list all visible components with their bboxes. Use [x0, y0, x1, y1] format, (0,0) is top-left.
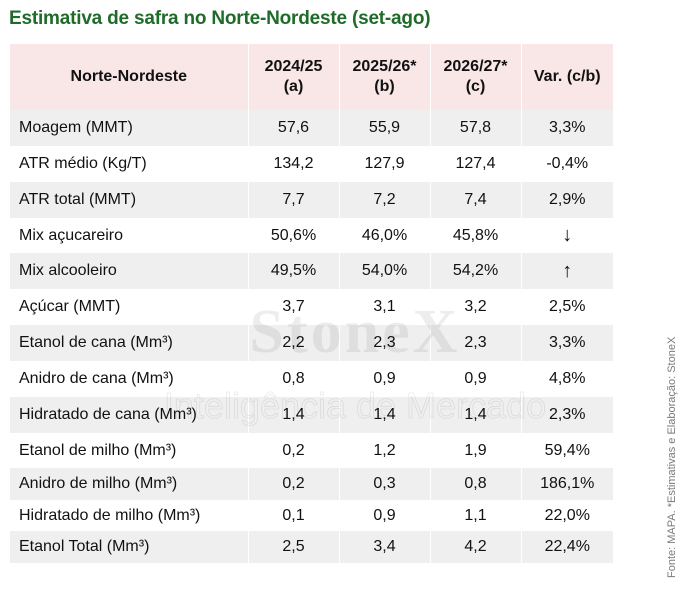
value-variation: 22,0%	[520, 500, 613, 531]
row-label: Hidratado de cana (Mm³)	[10, 397, 248, 433]
value-2026-27: 3,2	[429, 289, 521, 325]
value-2026-27: 1,1	[429, 500, 521, 531]
header-2025-26-code: (b)	[374, 78, 395, 95]
value-2025-26: 127,9	[338, 146, 430, 182]
header-region: Norte-Nordeste	[10, 44, 248, 110]
value-2024-25: 50,6%	[247, 218, 339, 253]
header-row: Norte-Nordeste 2024/25 (a) 2025/26* (b) …	[10, 44, 613, 110]
header-2026-27-code: (c)	[465, 78, 486, 95]
row-label: Etanol de cana (Mm³)	[10, 325, 248, 361]
header-2026-27: 2026/27* (c)	[429, 44, 521, 110]
value-variation: 2,5%	[520, 289, 613, 325]
value-2024-25: 0,2	[247, 468, 339, 500]
table-row: ATR médio (Kg/T) 134,2 127,9 127,4 -0,4%	[10, 146, 613, 182]
table-row: Etanol de cana (Mm³) 2,2 2,3 2,3 3,3%	[10, 325, 613, 361]
arrow-down-icon: ↓	[520, 218, 613, 253]
value-2025-26: 0,9	[338, 361, 430, 397]
table-row: Moagem (MMT) 57,6 55,9 57,8 3,3%	[10, 110, 613, 146]
row-label: Moagem (MMT)	[10, 110, 248, 146]
value-2024-25: 49,5%	[247, 253, 339, 289]
header-2026-27-label: 2026/27*	[443, 58, 508, 75]
table-row: Hidratado de milho (Mm³) 0,1 0,9 1,1 22,0%	[10, 500, 613, 531]
source-note: Fonte: MAPA. *Estimativas e Elaboração: …	[666, 336, 678, 578]
value-2026-27: 57,8	[429, 110, 521, 146]
value-2025-26: 0,9	[338, 500, 430, 531]
value-2026-27: 0,9	[429, 361, 521, 397]
header-variation: Var. (c/b)	[520, 44, 613, 110]
value-2024-25: 2,5	[247, 531, 339, 563]
value-2024-25: 3,7	[247, 289, 339, 325]
row-label: Mix açucareiro	[10, 218, 248, 253]
header-variation-label: Var. (c/b)	[533, 68, 601, 85]
header-region-label: Norte-Nordeste	[70, 68, 187, 85]
value-2024-25: 0,2	[247, 433, 339, 468]
table-row: Mix alcooleiro 49,5% 54,0% 54,2% ↑	[10, 253, 613, 289]
value-2026-27: 127,4	[429, 146, 521, 182]
value-variation: 3,3%	[520, 325, 613, 361]
value-2024-25: 1,4	[247, 397, 339, 433]
row-label: Etanol Total (Mm³)	[10, 531, 248, 563]
harvest-estimate-table: Norte-Nordeste 2024/25 (a) 2025/26* (b) …	[10, 44, 613, 563]
header-2024-25-label: 2024/25	[264, 58, 323, 75]
row-label: ATR médio (Kg/T)	[10, 146, 248, 182]
value-2026-27: 1,9	[429, 433, 521, 468]
value-2024-25: 0,1	[247, 500, 339, 531]
row-label: Mix alcooleiro	[10, 253, 248, 289]
table-row: Etanol de milho (Mm³) 0,2 1,2 1,9 59,4%	[10, 433, 613, 468]
value-2024-25: 57,6	[247, 110, 339, 146]
table-row: Açúcar (MMT) 3,7 3,1 3,2 2,5%	[10, 289, 613, 325]
header-2025-26: 2025/26* (b)	[338, 44, 430, 110]
value-2025-26: 54,0%	[338, 253, 430, 289]
row-label: Hidratado de milho (Mm³)	[10, 500, 248, 531]
value-2025-26: 1,4	[338, 397, 430, 433]
value-variation: 2,9%	[520, 182, 613, 218]
value-2026-27: 0,8	[429, 468, 521, 500]
value-2025-26: 2,3	[338, 325, 430, 361]
value-2026-27: 45,8%	[429, 218, 521, 253]
arrow-up-icon: ↑	[520, 253, 613, 289]
row-label: Anidro de cana (Mm³)	[10, 361, 248, 397]
table-row: ATR total (MMT) 7,7 7,2 7,4 2,9%	[10, 182, 613, 218]
value-2025-26: 46,0%	[338, 218, 430, 253]
value-variation: 59,4%	[520, 433, 613, 468]
value-2026-27: 7,4	[429, 182, 521, 218]
value-2025-26: 3,1	[338, 289, 430, 325]
value-variation: 3,3%	[520, 110, 613, 146]
value-2024-25: 134,2	[247, 146, 339, 182]
row-label: ATR total (MMT)	[10, 182, 248, 218]
table-row: Etanol Total (Mm³) 2,5 3,4 4,2 22,4%	[10, 531, 613, 563]
table-row: Anidro de cana (Mm³) 0,8 0,9 0,9 4,8%	[10, 361, 613, 397]
value-2025-26: 0,3	[338, 468, 430, 500]
value-2024-25: 0,8	[247, 361, 339, 397]
table-row: Mix açucareiro 50,6% 46,0% 45,8% ↓	[10, 218, 613, 253]
value-2026-27: 1,4	[429, 397, 521, 433]
value-variation: -0,4%	[520, 146, 613, 182]
value-2026-27: 4,2	[429, 531, 521, 563]
value-2025-26: 55,9	[338, 110, 430, 146]
header-2024-25: 2024/25 (a)	[247, 44, 339, 110]
header-2025-26-label: 2025/26*	[352, 58, 417, 75]
value-2025-26: 1,2	[338, 433, 430, 468]
value-2025-26: 3,4	[338, 531, 430, 563]
row-label: Açúcar (MMT)	[10, 289, 248, 325]
table-title: Estimativa de safra no Norte-Nordeste (s…	[9, 8, 431, 29]
value-variation: 22,4%	[520, 531, 613, 563]
value-2024-25: 7,7	[247, 182, 339, 218]
row-label: Anidro de milho (Mm³)	[10, 468, 248, 500]
value-2025-26: 7,2	[338, 182, 430, 218]
table-row: Anidro de milho (Mm³) 0,2 0,3 0,8 186,1%	[10, 468, 613, 500]
value-2024-25: 2,2	[247, 325, 339, 361]
header-2024-25-code: (a)	[283, 78, 304, 95]
value-variation: 2,3%	[520, 397, 613, 433]
table-row: Hidratado de cana (Mm³) 1,4 1,4 1,4 2,3%	[10, 397, 613, 433]
value-variation: 186,1%	[520, 468, 613, 500]
value-2026-27: 2,3	[429, 325, 521, 361]
value-2026-27: 54,2%	[429, 253, 521, 289]
value-variation: 4,8%	[520, 361, 613, 397]
row-label: Etanol de milho (Mm³)	[10, 433, 248, 468]
